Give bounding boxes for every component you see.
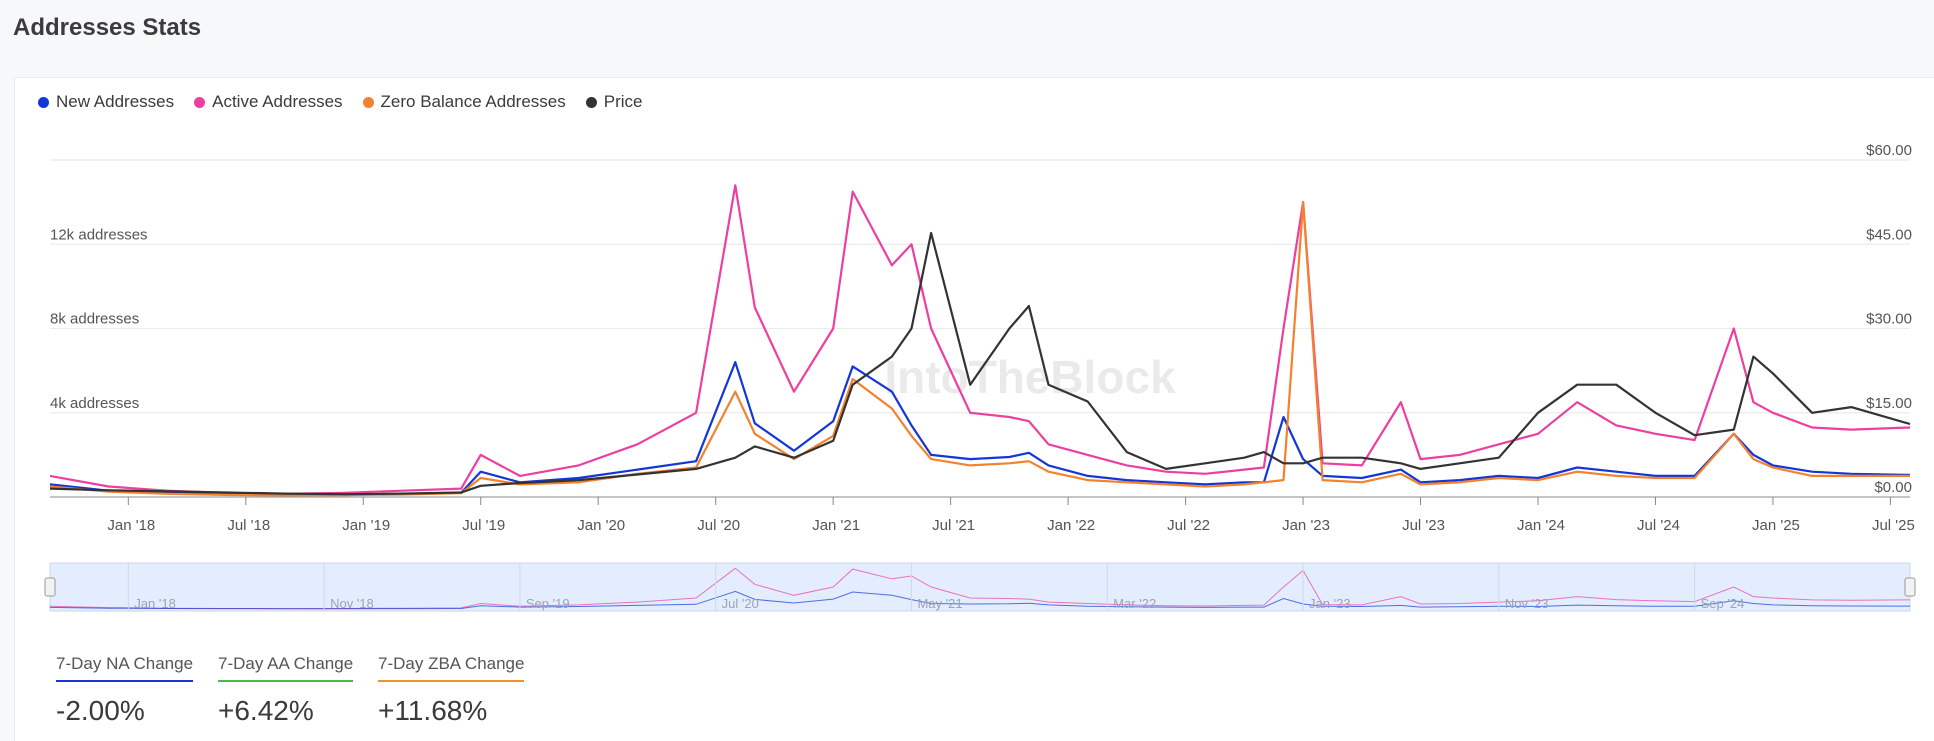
navigator-tick-label: Jan '23 bbox=[1309, 596, 1351, 611]
navigator-tick-label: Sep '24 bbox=[1701, 596, 1745, 611]
kpi-aa-change: 7-Day AA Change +6.42% bbox=[218, 654, 354, 727]
navigator-handle-left[interactable] bbox=[44, 577, 56, 597]
legend-dot-icon bbox=[362, 96, 374, 108]
x-tick-label: Jan '21 bbox=[812, 517, 860, 534]
navigator-tick-label: May '21 bbox=[917, 596, 962, 611]
legend-dot-icon bbox=[38, 96, 49, 108]
navigator-tick-label: Nov '23 bbox=[1505, 596, 1549, 611]
range-navigator[interactable]: Jan '18 Nov '18 Sep '19 Jul '20 May '21 Mar '… bbox=[44, 562, 1916, 612]
legend-item-new-addresses[interactable]: New Addresses bbox=[38, 92, 174, 112]
y-right-tick-label: $45.00 bbox=[1866, 226, 1912, 243]
grid-lines bbox=[50, 159, 1910, 498]
kpi-label: 7-Day AA Change bbox=[218, 654, 354, 682]
kpi-value: -2.00% bbox=[56, 695, 145, 726]
navigator-line bbox=[49, 590, 1911, 610]
y-left-tick-label: 4k addresses bbox=[50, 395, 139, 412]
navigator-line bbox=[49, 567, 1911, 610]
x-tick-label: Jul '24 bbox=[1637, 517, 1680, 534]
series-line-active-addresses bbox=[49, 184, 1911, 495]
series-line-new-addresses bbox=[49, 361, 1911, 496]
kpi-value: +11.68% bbox=[378, 695, 488, 726]
series-lines bbox=[49, 184, 1911, 497]
kpi-label: 7-Day NA Change bbox=[56, 654, 194, 682]
series-line-price bbox=[49, 231, 1911, 496]
x-tick-label: Jul '19 bbox=[462, 517, 505, 534]
legend-item-price[interactable]: Price bbox=[585, 92, 643, 112]
navigator-tick-label: Sep '19 bbox=[526, 596, 570, 611]
chart-legend: New Addresses Active Addresses Zero Bala… bbox=[38, 92, 642, 112]
legend-label: New Addresses bbox=[56, 92, 175, 111]
x-tick-label: Jul '21 bbox=[932, 517, 975, 534]
page-title: Addresses Stats bbox=[13, 14, 202, 41]
y-right-tick-label: $0.00 bbox=[1874, 479, 1912, 496]
kpi-value: +6.42% bbox=[218, 695, 314, 726]
x-tick-label: Jan '18 bbox=[107, 517, 155, 534]
x-tick-label: Jan '24 bbox=[1517, 517, 1565, 534]
x-tick-label: Jul '22 bbox=[1167, 517, 1210, 534]
kpi-label: 7-Day ZBA Change bbox=[378, 654, 525, 682]
y-left-tick-label: 12k addresses bbox=[50, 226, 148, 243]
x-tick-label: Jan '22 bbox=[1047, 517, 1095, 534]
x-tick-label: Jul '25 bbox=[1872, 517, 1915, 534]
legend-item-active-addresses[interactable]: Active Addresses bbox=[194, 92, 343, 112]
x-tick-label: Jan '19 bbox=[342, 517, 390, 534]
navigator-tick-label: Jul '20 bbox=[722, 596, 759, 611]
navigator-tick-label: Nov '18 bbox=[330, 596, 374, 611]
series-line-zero-balance-addresses bbox=[49, 201, 1910, 497]
y-left-tick-label: 8k addresses bbox=[50, 311, 139, 328]
x-tick-label: Jul '23 bbox=[1402, 517, 1445, 534]
axes: $0.00 $15.00 $30.00 $45.00 $60.00 4k addresse… bbox=[50, 142, 1915, 534]
watermark: IntoTheBlock bbox=[884, 351, 1176, 403]
y-right-tick-label: $15.00 bbox=[1866, 395, 1912, 412]
x-tick-label: Jan '25 bbox=[1752, 517, 1800, 534]
x-tick-label: Jul '18 bbox=[227, 517, 270, 534]
legend-label: Active Addresses bbox=[212, 92, 343, 111]
legend-label: Zero Balance Addresses bbox=[380, 92, 566, 111]
legend-label: Price bbox=[603, 92, 643, 111]
x-tick-label: Jan '23 bbox=[1282, 517, 1330, 534]
legend-dot-icon bbox=[585, 96, 597, 108]
navigator-selection[interactable] bbox=[49, 562, 1911, 612]
legend-item-zero-balance-addresses[interactable]: Zero Balance Addresses bbox=[362, 92, 566, 112]
navigator-handle-right[interactable] bbox=[1904, 577, 1916, 597]
navigator-tick-label: Mar '22 bbox=[1113, 596, 1156, 611]
chart-card bbox=[14, 77, 1934, 741]
page-header: Addresses Stats bbox=[0, 0, 1934, 72]
kpi-zba-change: 7-Day ZBA Change +11.68% bbox=[378, 654, 525, 727]
x-tick-label: Jul '20 bbox=[697, 517, 740, 534]
legend-dot-icon bbox=[194, 96, 206, 108]
x-tick-label: Jan '20 bbox=[577, 517, 625, 534]
navigator-tick-label: Jan '18 bbox=[134, 596, 176, 611]
kpi-na-change: 7-Day NA Change -2.00% bbox=[56, 654, 194, 727]
y-right-tick-label: $30.00 bbox=[1866, 311, 1912, 328]
y-right-tick-label: $60.00 bbox=[1866, 142, 1912, 159]
